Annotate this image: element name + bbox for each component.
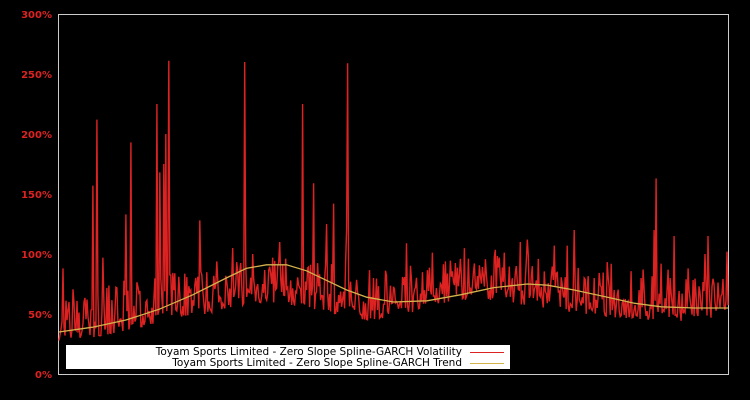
y-tick-label: 0% [35,370,52,381]
legend-item-trend: Toyam Sports Limited - Zero Slope Spline… [172,357,504,369]
y-tick-label: 50% [28,310,52,321]
legend-label-volatility: Toyam Sports Limited - Zero Slope Spline… [155,346,462,358]
volatility-series [58,60,729,341]
legend-swatch-volatility [470,351,504,353]
chart-legend: Toyam Sports Limited - Zero Slope Spline… [66,345,510,369]
trend-series [58,264,728,333]
y-tick-label: 150% [21,190,52,201]
volatility-line [58,60,729,341]
plot-frame [58,14,729,375]
legend-label-trend: Toyam Sports Limited - Zero Slope Spline… [172,357,462,369]
y-tick-label: 300% [21,10,52,21]
y-tick-label: 100% [21,250,52,261]
legend-item-volatility: Toyam Sports Limited - Zero Slope Spline… [156,346,504,358]
legend-swatch-trend [470,362,504,364]
y-tick-label: 250% [21,70,52,81]
y-tick-label: 200% [21,130,52,141]
y-axis-ticks: 0% 50% 100% 150% 200% 250% 300% [21,10,52,381]
